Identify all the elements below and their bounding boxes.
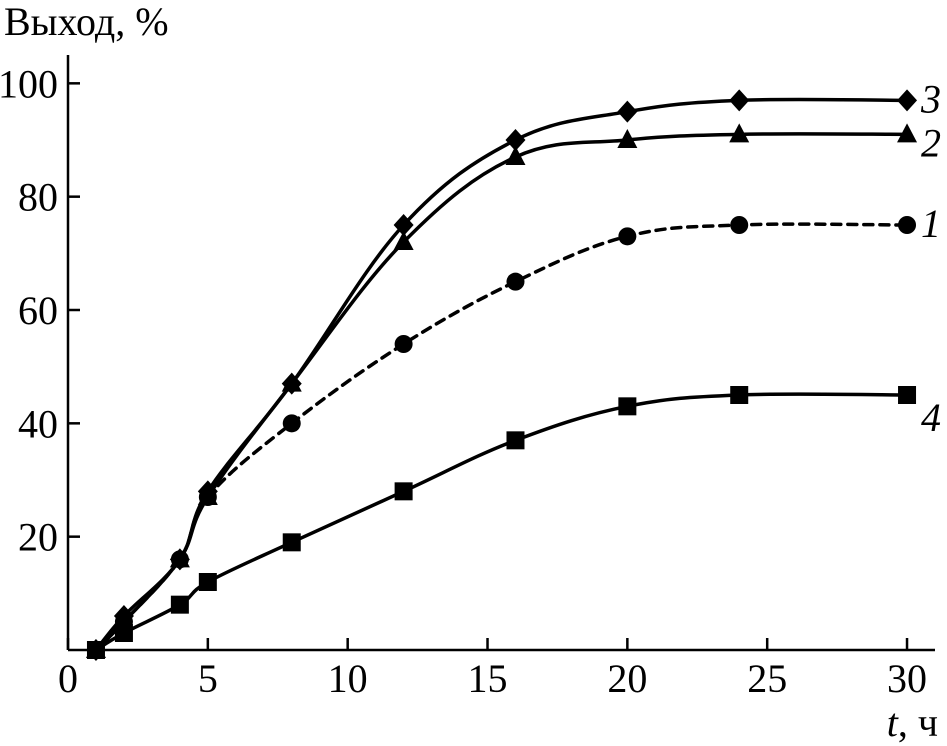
x-tick-label: 25 — [747, 656, 787, 701]
x-tick-label: 30 — [887, 656, 927, 701]
x-axis-title: t, ч — [887, 700, 938, 745]
x-tick-label: 0 — [58, 656, 78, 701]
data-point — [617, 129, 638, 148]
data-point — [505, 146, 526, 165]
data-point — [170, 595, 189, 614]
series-line-3 — [94, 97, 909, 652]
series-label-4: 4 — [921, 395, 941, 440]
y-tick-label: 100 — [0, 61, 58, 106]
x-axis-title-variable: t — [887, 700, 899, 745]
series-line-1 — [94, 222, 909, 652]
data-point — [897, 123, 918, 143]
y-tick-label: 40 — [18, 401, 58, 446]
data-point — [114, 624, 133, 642]
x-axis-title-unit: , ч — [898, 700, 938, 745]
data-point — [618, 227, 637, 246]
series-4 — [86, 386, 917, 659]
labels: Выход, % t, ч 32 1 4 — [4, 0, 941, 745]
data-point — [86, 641, 105, 659]
y-tick-label: 80 — [18, 175, 58, 220]
y-axis-title: Выход, % — [4, 0, 169, 44]
axes: 0 5 10 15 20 25 30 20 40 60 80 100 — [0, 55, 935, 701]
data-point — [730, 216, 749, 234]
x-tick-label: 15 — [468, 656, 508, 701]
data-point — [729, 89, 750, 112]
data-point — [730, 386, 749, 404]
data-point — [281, 372, 302, 392]
y-tick-label: 20 — [18, 515, 58, 560]
x-tick-label: 10 — [328, 656, 368, 701]
data-point — [506, 431, 525, 450]
y-tick-label: 60 — [18, 288, 58, 333]
data-point — [170, 550, 189, 569]
data-point — [393, 231, 414, 250]
series-1 — [86, 216, 917, 659]
data-point — [898, 386, 917, 404]
data-point — [897, 89, 918, 112]
data-point — [394, 335, 413, 353]
series-line-2 — [94, 132, 909, 652]
data-point — [506, 272, 525, 291]
series-line-4 — [94, 392, 909, 652]
data-point — [282, 533, 301, 552]
data-point — [618, 397, 637, 416]
data-point — [729, 123, 750, 143]
data-point — [198, 573, 217, 591]
series-label-2: 2 — [921, 120, 941, 165]
data-point — [505, 129, 526, 151]
series-group — [85, 89, 918, 661]
data-point — [617, 100, 638, 123]
data-point — [198, 488, 217, 506]
data-point — [394, 482, 413, 501]
data-point — [393, 214, 414, 236]
series-label-3: 3 — [920, 76, 941, 121]
data-point — [898, 216, 917, 234]
x-tick-label: 5 — [198, 656, 218, 701]
x-tick-label: 20 — [607, 656, 647, 701]
series-label-1: 1 — [921, 201, 941, 246]
data-point — [282, 414, 301, 433]
